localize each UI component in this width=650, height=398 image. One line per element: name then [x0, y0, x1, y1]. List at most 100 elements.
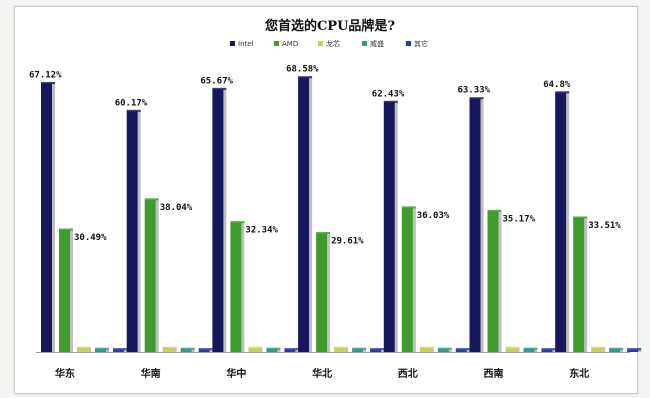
value-label-3-0: 68.58%	[286, 65, 319, 75]
bar-shade-3-2	[345, 348, 349, 352]
bar-cap-2-1	[230, 221, 245, 224]
bar-shade-4-0	[394, 102, 398, 352]
bar-shade-3-4	[381, 349, 385, 352]
category-label-3: 华北	[312, 367, 332, 380]
bar-shade-6-3	[620, 349, 624, 352]
bar-cap-1-4	[198, 348, 213, 351]
value-label-2-0: 65.67%	[200, 76, 233, 86]
category-label-6: 东北	[569, 367, 589, 380]
bar-shade-1-3	[191, 349, 195, 352]
category-labels: 华东 华南 华中 华北 西北 西南 东北	[55, 367, 589, 380]
bar-cap-2-2	[248, 346, 263, 349]
category-label-2: 华中	[226, 367, 246, 380]
bar-shade-3-3	[363, 349, 367, 352]
value-label-1-0: 60.17%	[115, 98, 148, 108]
bar-1-2	[162, 348, 174, 352]
legend-swatch-2	[318, 41, 323, 46]
value-label-2-1: 32.34%	[245, 226, 278, 236]
category-label-4: 西北	[398, 367, 418, 380]
bar-cap-3-4	[370, 348, 385, 351]
bar-shade-4-4	[466, 349, 470, 352]
bar-6-3	[609, 349, 621, 352]
bar-shade-6-0	[566, 92, 570, 353]
bar-cap-6-3	[609, 347, 624, 350]
bar-1-1	[144, 199, 156, 352]
bar-3-4	[370, 349, 382, 352]
value-label-6-1: 33.51%	[588, 221, 621, 231]
legend-swatch-0	[230, 41, 235, 46]
bar-shade-4-1	[412, 207, 416, 352]
bar-cap-5-3	[523, 347, 538, 350]
legend-swatch-1	[274, 41, 279, 46]
bar-2-2	[248, 348, 260, 352]
bar-2-1	[230, 222, 242, 352]
bar-0-1	[59, 230, 70, 352]
bar-cap-1-2	[162, 346, 177, 349]
bar-shade-1-0	[137, 111, 141, 352]
bar-cap-6-4	[627, 348, 642, 351]
bar-shade-4-3	[448, 349, 452, 352]
bar-0-3	[95, 349, 106, 352]
bar-5-3	[523, 349, 535, 352]
bar-shade-0-0	[52, 83, 55, 353]
bar-cap-5-0	[469, 97, 484, 100]
bar-4-0	[383, 102, 395, 352]
bar-1-0	[126, 111, 138, 352]
bar-6-1	[573, 217, 585, 352]
bar-shade-5-1	[498, 211, 502, 352]
bar-3-0	[298, 77, 310, 353]
bar-6-0	[555, 92, 567, 353]
bar-shade-0-1	[70, 230, 73, 352]
bar-shade-2-0	[223, 89, 227, 352]
bar-cap-0-2	[77, 346, 91, 349]
bar-4-4	[455, 349, 467, 352]
bar-cap-1-1	[144, 198, 159, 201]
bar-cap-4-3	[437, 347, 452, 350]
bar-shade-0-2	[88, 348, 91, 352]
value-label-5-1: 35.17%	[503, 214, 536, 224]
bar-cap-6-0	[555, 91, 570, 94]
bar-0-2	[77, 348, 88, 352]
bar-cap-3-2	[334, 346, 349, 349]
value-labels: 67.12% 30.49% 60.17% 38.04% 65.67% 32.34% 68.5…	[29, 65, 621, 247]
bar-cap-6-2	[591, 346, 606, 349]
bar-4-3	[437, 349, 449, 352]
bar-6-2	[591, 348, 603, 352]
category-label-1: 华南	[141, 367, 161, 380]
legend: Intel AMD 龙芯 威盛 其它	[230, 39, 428, 48]
bar-cap-3-0	[298, 76, 313, 79]
bar-cap-4-1	[401, 206, 416, 209]
bar-cap-0-4	[113, 348, 127, 351]
bar-cap-2-3	[266, 347, 281, 350]
bar-shade-0-4	[124, 349, 127, 352]
bar-cap-2-4	[284, 348, 299, 351]
bar-cap-4-2	[419, 346, 434, 349]
bar-5-0	[469, 98, 481, 353]
value-label-6-0: 64.8%	[543, 80, 571, 90]
value-label-4-0: 62.43%	[372, 89, 405, 99]
category-label-0: 华东	[55, 367, 75, 380]
bar-shade-3-0	[309, 77, 313, 353]
bar-0-0	[41, 83, 52, 353]
bar-shade-5-4	[552, 349, 556, 352]
bar-cap-5-2	[505, 346, 520, 349]
bar-cap-6-1	[573, 216, 588, 219]
bar-shade-5-0	[480, 98, 484, 353]
bar-2-4	[284, 349, 296, 352]
category-label-5: 西南	[484, 367, 504, 380]
bar-shade-1-2	[173, 348, 177, 352]
bar-shade-0-3	[106, 349, 109, 352]
bar-2-0	[212, 89, 224, 352]
bar-0-4	[113, 349, 124, 352]
bar-3-3	[352, 349, 364, 352]
bar-shade-6-4	[638, 349, 642, 352]
bar-cap-0-1	[59, 228, 73, 231]
bar-shade-5-2	[516, 348, 520, 352]
bar-shade-4-2	[430, 348, 434, 352]
bar-6-4	[627, 349, 639, 352]
bar-cap-2-0	[212, 87, 227, 90]
bar-2-3	[266, 349, 278, 352]
legend-label-1: AMD	[282, 40, 298, 48]
bar-cap-1-0	[126, 109, 141, 112]
bar-cap-4-4	[455, 348, 470, 351]
